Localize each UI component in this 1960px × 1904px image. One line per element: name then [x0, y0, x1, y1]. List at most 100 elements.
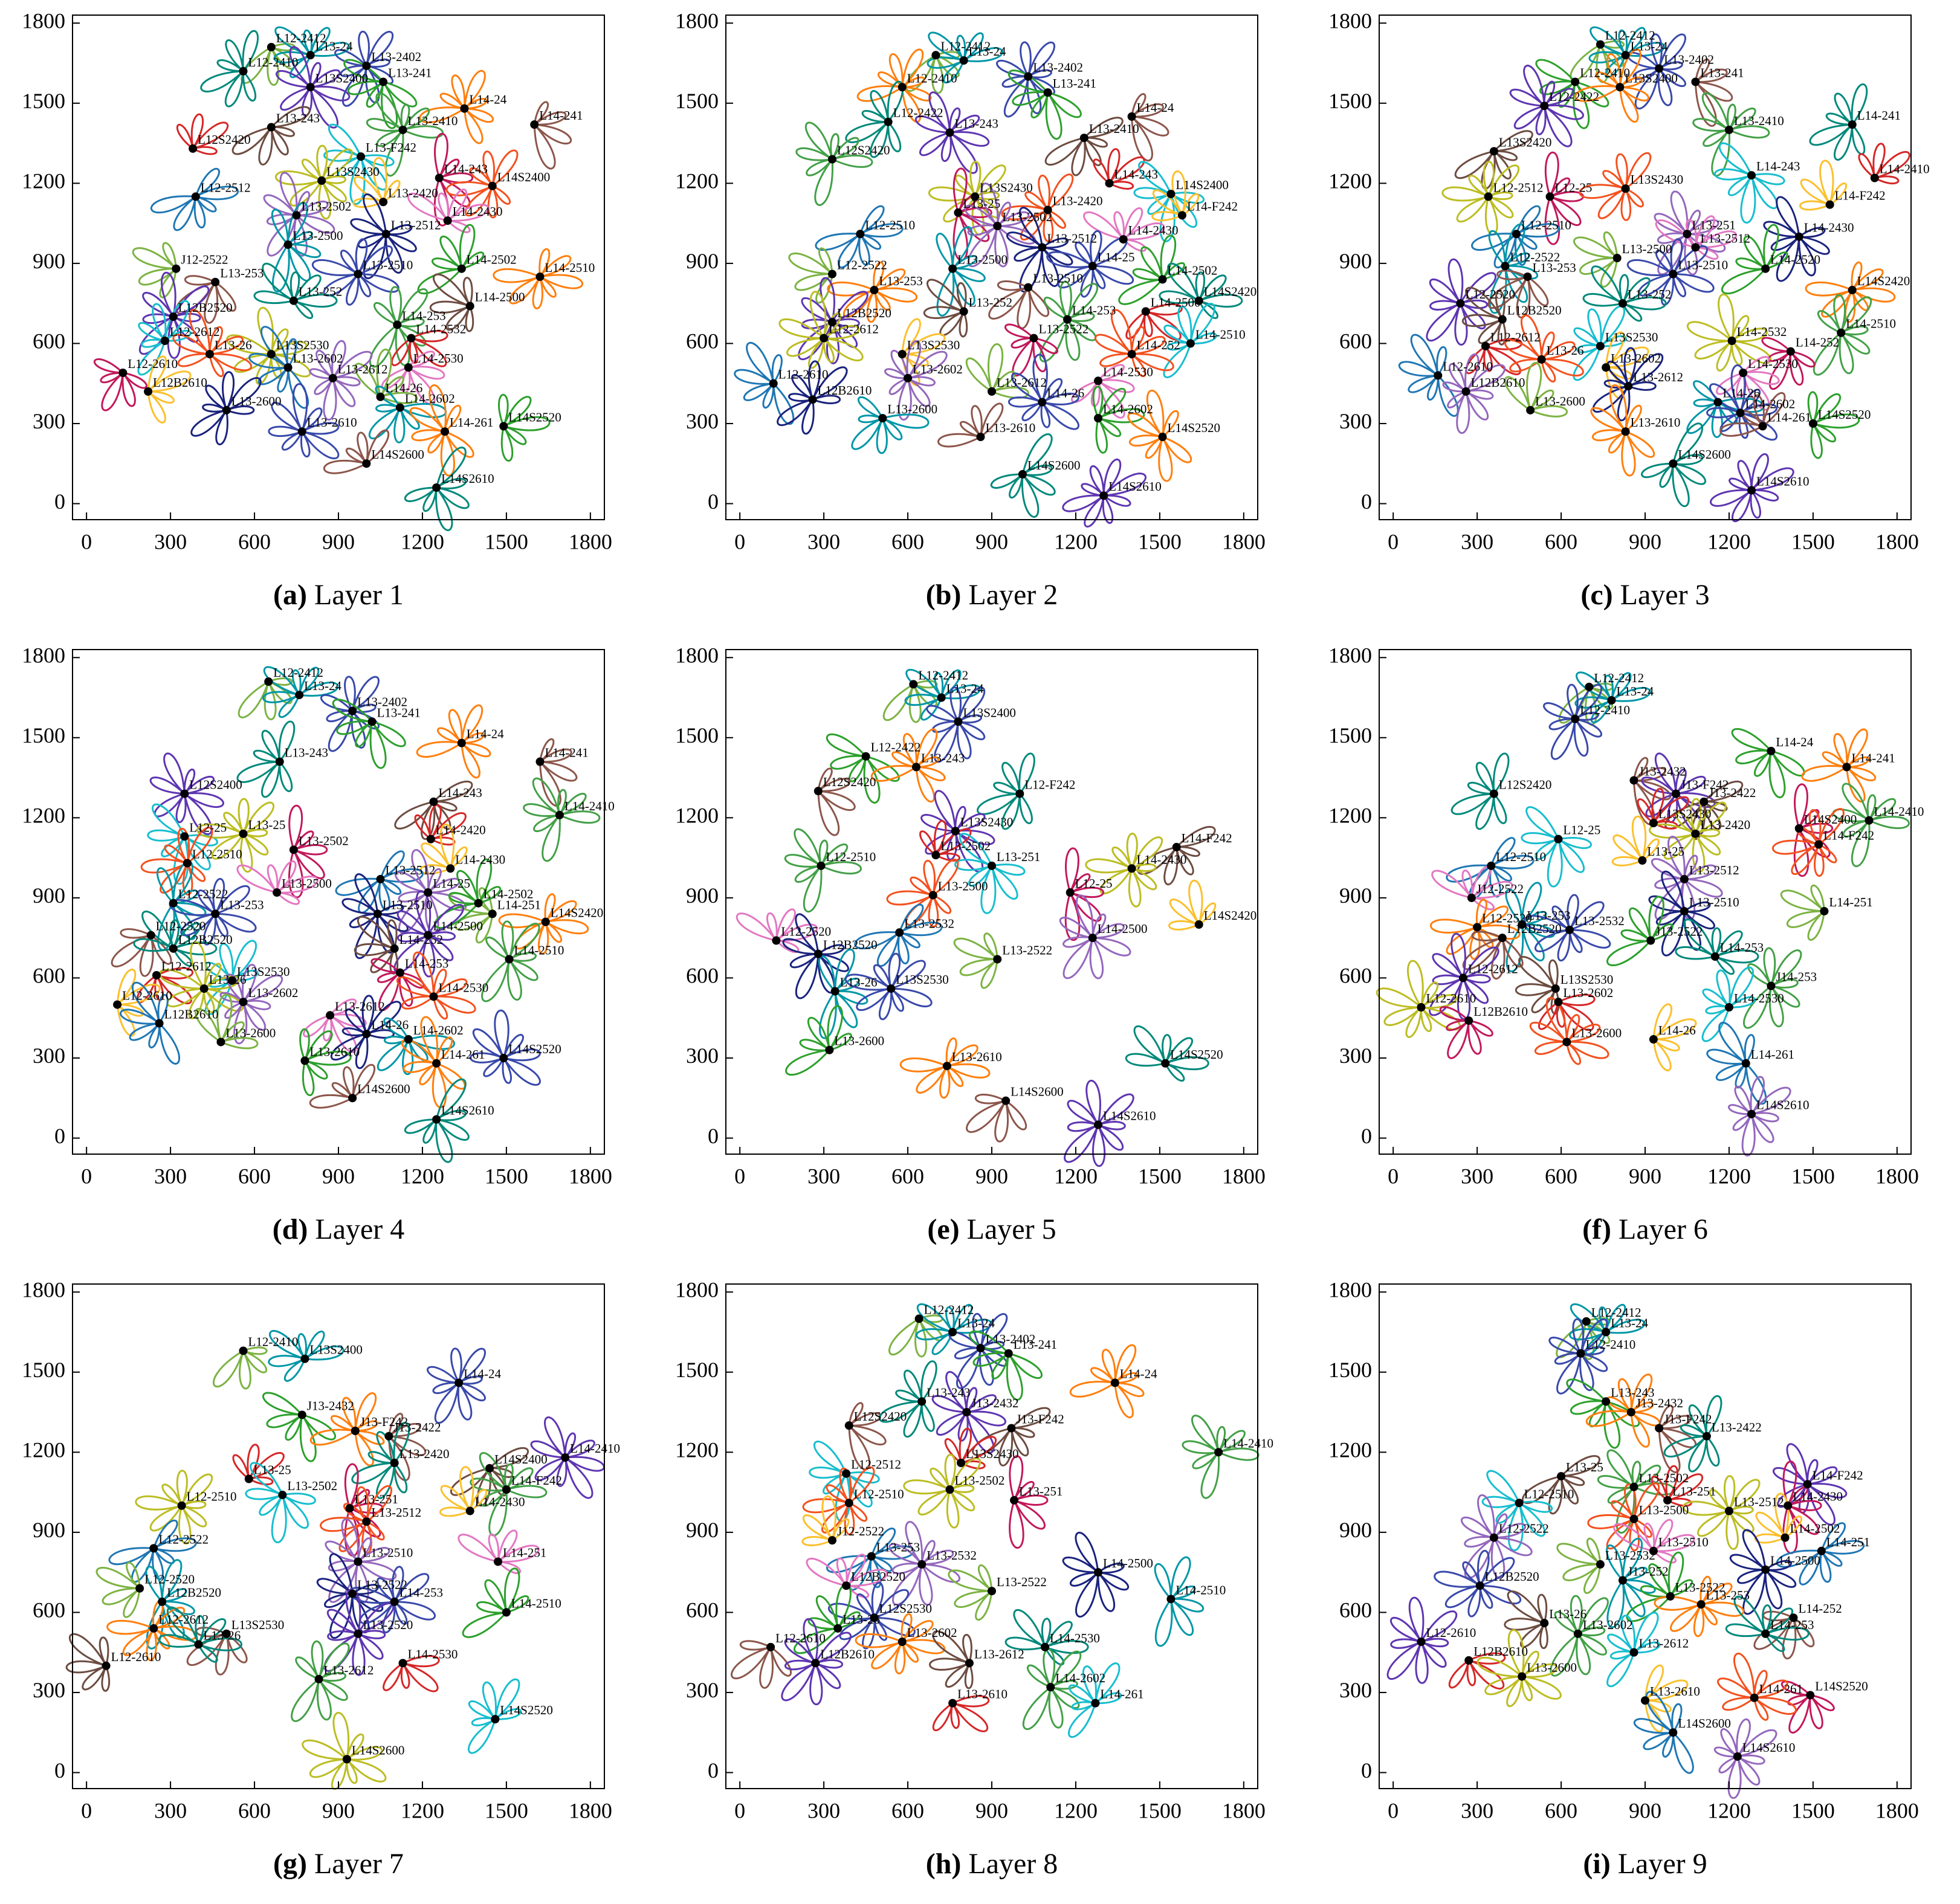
wire-loops: [937, 402, 1004, 448]
terminal-label: L12-2612: [1468, 961, 1518, 976]
y-tick-label: 1800: [675, 9, 719, 33]
terminal: [1029, 334, 1038, 343]
terminal: [1710, 952, 1719, 961]
wire-loops: [149, 752, 224, 835]
terminal-label: L14-2430: [475, 1495, 525, 1509]
terminal-label: L13-2522: [997, 1575, 1047, 1589]
terminal-label: L13-24: [304, 679, 341, 693]
terminal-label: L14S2600: [1678, 1716, 1731, 1731]
terminal: [384, 1431, 393, 1441]
terminal-label: L12B2520: [1507, 303, 1562, 318]
wire-loops: [1504, 314, 1584, 382]
terminal-label: L14S2520: [500, 1703, 553, 1717]
terminal: [772, 936, 781, 945]
terminal-label: L12S2420: [823, 775, 876, 789]
x-tick-label: 1200: [401, 529, 444, 553]
terminal: [1848, 286, 1857, 295]
terminal: [222, 405, 231, 415]
terminal-label: L14-24: [467, 727, 504, 741]
wire-loops: [145, 1559, 195, 1650]
terminal: [1066, 888, 1075, 897]
terminal-label: L14S2400: [1176, 178, 1229, 192]
wire-loops: [1471, 205, 1560, 269]
terminal: [199, 984, 209, 993]
wire-loops: [1606, 896, 1674, 966]
terminal: [441, 427, 449, 436]
terminal: [1596, 40, 1605, 49]
terminal-label: L14-2602: [413, 1023, 464, 1038]
terminal: [993, 955, 1002, 964]
y-tick-label: 1200: [675, 169, 719, 193]
wire-loops: [1062, 459, 1147, 528]
terminal: [1817, 1546, 1826, 1555]
wire-loops: [150, 167, 239, 231]
wire-loops: [404, 1078, 470, 1163]
terminal-label: L12-2422: [1549, 89, 1599, 104]
terminal-label: L12-2410: [248, 1334, 299, 1349]
terminal: [1596, 341, 1605, 350]
wire-loops: [1641, 422, 1707, 508]
terminal-label: J13-2522: [1655, 925, 1703, 939]
terminal: [1557, 1472, 1566, 1481]
terminal-label: L12-2412: [918, 668, 968, 682]
terminal-label: L13-2500: [293, 228, 343, 243]
terminal-label: L13-2510: [363, 258, 413, 273]
terminal-label: L14-2520: [1770, 253, 1820, 267]
terminal: [1848, 120, 1857, 129]
terminal-label: L13-253: [876, 1540, 920, 1555]
wire-loops: [248, 326, 309, 409]
x-tick-label: 1800: [1875, 529, 1919, 553]
terminal: [488, 181, 497, 190]
terminal: [1736, 408, 1745, 418]
terminal: [769, 379, 778, 388]
terminal-label: L13-26: [215, 338, 252, 352]
terminal: [1562, 1038, 1571, 1047]
terminal: [1733, 1752, 1742, 1761]
terminal-label: L13-2502: [1638, 1471, 1689, 1485]
terminal-label: J13-2422: [1709, 786, 1756, 800]
wire-loops: [944, 1427, 997, 1470]
terminal-label: L14-2420: [436, 823, 486, 837]
terminal-label: L13-243: [1611, 1385, 1654, 1399]
terminal: [454, 1378, 464, 1387]
terminal-label: L13S2430: [326, 164, 380, 179]
terminal-label: L13-2600: [225, 1025, 276, 1040]
terminal: [1540, 102, 1549, 111]
terminal: [1626, 1408, 1635, 1417]
wire-loops: [953, 932, 998, 989]
wire-loops: [135, 1470, 213, 1545]
terminal: [1554, 998, 1563, 1007]
terminal: [367, 717, 377, 726]
wire-loops: [1535, 59, 1609, 129]
terminal: [1105, 179, 1114, 188]
terminal: [1624, 382, 1633, 391]
wire-loops: [1592, 347, 1664, 422]
terminal-label: L14-25: [1098, 250, 1135, 264]
terminal: [808, 395, 817, 404]
wire-loops: [1654, 1575, 1745, 1638]
terminal-label: L13-2502: [287, 1479, 337, 1493]
terminal: [928, 891, 937, 900]
terminal-label: L12-2610: [1443, 359, 1493, 373]
terminal: [1540, 1619, 1549, 1628]
y-tick-label: 1500: [1328, 1358, 1372, 1382]
terminal-label: L14-2430: [1128, 223, 1179, 237]
x-tick-label: 600: [1545, 529, 1577, 553]
terminal-label: L14-2602: [1055, 1671, 1105, 1685]
terminal-label: L14-2410: [1880, 161, 1930, 176]
terminal-label: L12-2612: [170, 324, 220, 339]
x-tick-label: 1200: [1707, 529, 1751, 553]
wire-loops: [445, 149, 519, 219]
terminal-label: L14S2610: [1742, 1740, 1796, 1755]
terminal: [1518, 920, 1527, 929]
terminal-label: L14S2610: [1103, 1108, 1156, 1123]
terminal: [485, 1463, 494, 1473]
terminal-label: L13S2530: [896, 972, 949, 987]
terminal: [1537, 355, 1546, 364]
wire-loops: [1651, 1465, 1703, 1507]
wire-loops: [226, 306, 311, 385]
terminal-label: L12-2510: [192, 847, 242, 861]
terminal-label: L14-261: [1751, 1047, 1794, 1062]
terminal-label: L14-253: [405, 957, 448, 971]
wire-loops: [498, 893, 589, 955]
